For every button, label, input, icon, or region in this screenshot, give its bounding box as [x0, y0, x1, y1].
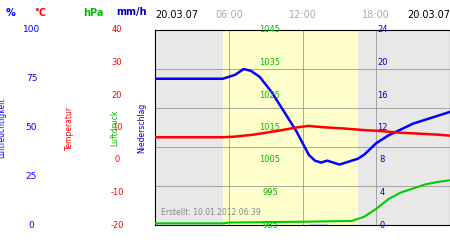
Text: 0: 0	[29, 220, 34, 230]
Text: 24: 24	[377, 26, 388, 35]
Text: 1035: 1035	[260, 58, 280, 67]
Text: Niederschlag: Niederschlag	[137, 102, 146, 152]
Text: -10: -10	[110, 188, 124, 197]
Bar	[309, 225, 327, 235]
Text: hPa: hPa	[83, 8, 104, 18]
Text: 75: 75	[26, 74, 37, 83]
Text: 12:00: 12:00	[289, 10, 316, 20]
Text: 20.03.07: 20.03.07	[407, 10, 450, 20]
Text: 20: 20	[377, 58, 388, 67]
Text: °C: °C	[34, 8, 46, 18]
Text: 0: 0	[380, 220, 385, 230]
Text: 25: 25	[26, 172, 37, 181]
Text: %: %	[6, 8, 16, 18]
Text: 20: 20	[112, 90, 122, 100]
Text: 4: 4	[380, 188, 385, 197]
Bar	[358, 30, 450, 225]
Text: mm/h: mm/h	[117, 8, 147, 18]
Text: -20: -20	[110, 220, 124, 230]
Text: Luftfeuchtigkeit: Luftfeuchtigkeit	[0, 97, 7, 158]
Text: 18:00: 18:00	[362, 10, 390, 20]
Text: 1015: 1015	[260, 123, 280, 132]
Text: 985: 985	[262, 220, 278, 230]
Text: 0: 0	[114, 156, 120, 164]
Text: 1025: 1025	[260, 90, 280, 100]
Text: 10: 10	[112, 123, 122, 132]
Text: Temperatur: Temperatur	[65, 106, 74, 150]
Text: 30: 30	[112, 58, 122, 67]
Text: 12: 12	[377, 123, 388, 132]
Text: 50: 50	[26, 123, 37, 132]
Text: 16: 16	[377, 90, 388, 100]
Text: 20.03.07: 20.03.07	[155, 10, 198, 20]
Text: 1005: 1005	[260, 156, 280, 164]
Text: 06:00: 06:00	[215, 10, 243, 20]
Text: 8: 8	[380, 156, 385, 164]
Text: Luftdruck: Luftdruck	[110, 109, 119, 146]
Text: 1045: 1045	[260, 26, 280, 35]
Bar	[155, 30, 223, 225]
Text: 40: 40	[112, 26, 122, 35]
Text: 995: 995	[262, 188, 278, 197]
Text: Erstellt: 10.01.2012 06:39: Erstellt: 10.01.2012 06:39	[161, 208, 261, 217]
Text: 100: 100	[23, 26, 40, 35]
Bar	[223, 30, 358, 225]
